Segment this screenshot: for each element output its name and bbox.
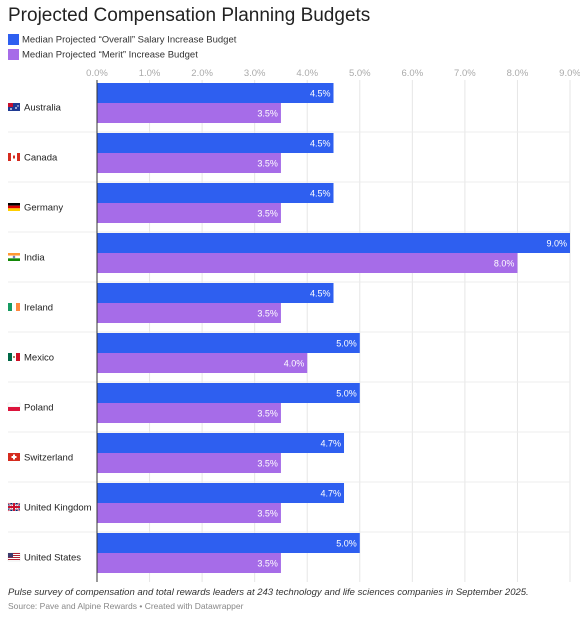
x-tick-label: 1.0% (139, 68, 161, 79)
data-label: 9.0% (546, 238, 567, 248)
data-label: 5.0% (336, 538, 357, 548)
bar-merit (97, 453, 281, 473)
chart-title: Projected Compensation Planning Budgets (8, 5, 371, 26)
bar-overall (97, 133, 334, 153)
bar-overall (97, 333, 360, 353)
footer-source: Source: Pave and Alpine Rewards • Create… (8, 601, 244, 611)
bar-merit (97, 403, 281, 423)
x-tick-label: 6.0% (402, 68, 424, 79)
data-label: 5.0% (336, 388, 357, 398)
flag-au-icon (8, 103, 20, 111)
flag-ca-icon (8, 153, 20, 161)
bar-merit (97, 253, 518, 273)
data-label: 8.0% (494, 258, 515, 268)
data-label: 4.5% (310, 138, 331, 148)
category-label: Canada (24, 153, 58, 164)
bar-merit (97, 553, 281, 573)
bar-chart: 0.0% 1.0% 2.0% 3.0% 4.0% 5.0% 6.0% 7.0% 8.0% 9.0%… (7, 68, 580, 582)
legend-label-merit: Median Projected “Merit” Increase Budget (22, 49, 198, 61)
category-label: India (24, 253, 45, 264)
legend-swatch-overall (8, 34, 19, 46)
data-label: 3.5% (257, 158, 278, 168)
data-label: 4.5% (310, 288, 331, 298)
bar-overall (97, 83, 334, 103)
data-label: 4.7% (320, 438, 341, 448)
flag-pl-icon (7, 402, 21, 411)
flag-us-icon (7, 552, 21, 562)
footer-note: Pulse survey of compensation and total r… (8, 587, 529, 598)
category-label: United Kingdom (24, 503, 92, 514)
bar-merit (97, 103, 281, 123)
category-label: United States (24, 553, 81, 564)
flag-ie-icon (8, 303, 20, 311)
category-label: Mexico (24, 353, 54, 364)
legend-item-merit: Median Projected “Merit” Increase Budget (8, 46, 198, 64)
bar-overall (97, 433, 345, 453)
bar-overall (97, 483, 345, 503)
x-tick-label: 0.0% (86, 68, 108, 79)
data-label: 3.5% (257, 208, 278, 218)
x-tick-label: 3.0% (244, 68, 266, 79)
category-label: Poland (24, 403, 54, 414)
bar-merit (97, 353, 308, 373)
data-label: 4.5% (310, 188, 331, 198)
x-tick-label: 2.0% (191, 68, 213, 79)
data-label: 3.5% (257, 308, 278, 318)
flag-gb-icon (7, 502, 21, 512)
flag-mx-icon (8, 353, 20, 361)
bar-overall (97, 183, 334, 203)
bar-merit (97, 203, 281, 223)
flag-ch-icon (8, 453, 20, 461)
bar-merit (97, 153, 281, 173)
data-label: 3.5% (257, 458, 278, 468)
category-label: Switzerland (24, 453, 73, 464)
legend-swatch-merit (8, 49, 19, 61)
x-tick-label: 9.0% (559, 68, 580, 79)
x-tick-label: 5.0% (349, 68, 371, 79)
x-tick-label: 7.0% (454, 68, 476, 79)
bar-overall (97, 533, 360, 553)
category-label: Germany (24, 203, 63, 214)
legend-label-overall: Median Projected “Overall” Salary Increa… (22, 34, 237, 46)
legend-item-overall: Median Projected “Overall” Salary Increa… (8, 31, 236, 49)
bar-overall (97, 233, 570, 253)
x-tick-label: 8.0% (507, 68, 529, 79)
data-label: 3.5% (257, 508, 278, 518)
bar-merit (97, 303, 281, 323)
data-label: 4.7% (320, 488, 341, 498)
flag-in-icon (8, 253, 20, 261)
data-label: 3.5% (257, 408, 278, 418)
bar-overall (97, 283, 334, 303)
data-label: 3.5% (257, 558, 278, 568)
bar-merit (97, 503, 281, 523)
data-label: 5.0% (336, 338, 357, 348)
category-label: Australia (24, 103, 62, 114)
data-label: 4.0% (284, 358, 305, 368)
category-label: Ireland (24, 303, 53, 314)
x-tick-label: 4.0% (296, 68, 318, 79)
data-label: 3.5% (257, 108, 278, 118)
data-label: 4.5% (310, 88, 331, 98)
bar-overall (97, 383, 360, 403)
flag-de-icon (8, 203, 20, 211)
